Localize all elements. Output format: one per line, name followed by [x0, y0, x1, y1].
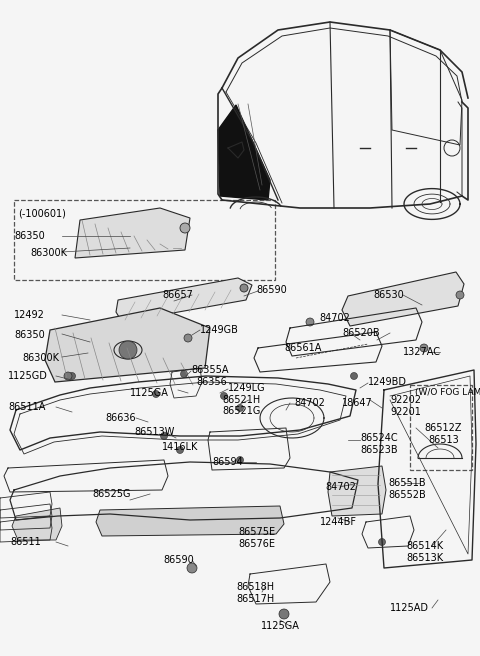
Circle shape: [350, 373, 358, 380]
Circle shape: [279, 609, 289, 619]
Text: (-100601): (-100601): [18, 208, 66, 218]
Text: 86524C: 86524C: [360, 433, 397, 443]
Circle shape: [64, 372, 72, 380]
Text: 86561A: 86561A: [284, 343, 322, 353]
Circle shape: [177, 447, 183, 453]
Text: 86355A: 86355A: [191, 365, 228, 375]
Text: 1416LK: 1416LK: [162, 442, 198, 452]
Text: 86517H: 86517H: [236, 594, 274, 604]
Text: 86511: 86511: [10, 537, 41, 547]
Text: 86511A: 86511A: [8, 402, 46, 412]
Text: 86514K: 86514K: [406, 541, 443, 551]
Text: 1244BF: 1244BF: [320, 517, 357, 527]
Text: 1125GD: 1125GD: [8, 371, 48, 381]
Text: 84702: 84702: [294, 398, 325, 408]
Text: 1249GB: 1249GB: [200, 325, 239, 335]
Text: 92201: 92201: [390, 407, 421, 417]
Text: 86350: 86350: [14, 231, 45, 241]
Text: (W/O FOG LAMP): (W/O FOG LAMP): [415, 388, 480, 396]
Text: 1125AD: 1125AD: [390, 603, 429, 613]
Circle shape: [456, 291, 464, 299]
Text: 86636: 86636: [105, 413, 136, 423]
Polygon shape: [218, 105, 270, 200]
Circle shape: [420, 344, 428, 352]
Circle shape: [237, 405, 243, 411]
Text: 86356: 86356: [196, 377, 227, 387]
Circle shape: [180, 371, 188, 377]
Circle shape: [220, 392, 228, 400]
Text: 86657: 86657: [162, 290, 193, 300]
Text: 86350: 86350: [14, 330, 45, 340]
Bar: [14, 200, 275, 280]
Circle shape: [240, 284, 248, 292]
Circle shape: [306, 318, 314, 326]
Text: 86300K: 86300K: [30, 248, 67, 258]
Text: 86513: 86513: [428, 435, 459, 445]
Text: 86518H: 86518H: [236, 582, 274, 592]
Text: 1125GA: 1125GA: [261, 621, 300, 631]
Text: 86590: 86590: [256, 285, 287, 295]
Text: 86512Z: 86512Z: [424, 423, 461, 433]
Text: 86594: 86594: [212, 457, 243, 467]
Text: 1327AC: 1327AC: [403, 347, 441, 357]
Polygon shape: [45, 308, 210, 382]
Text: 86590: 86590: [163, 555, 194, 565]
Text: 84702: 84702: [319, 313, 350, 323]
Text: 86551B: 86551B: [388, 478, 426, 488]
Circle shape: [379, 539, 385, 546]
Text: 86552B: 86552B: [388, 490, 426, 500]
Text: 86525G: 86525G: [92, 489, 131, 499]
Circle shape: [119, 341, 137, 359]
Text: 1125GA: 1125GA: [130, 388, 169, 398]
Circle shape: [187, 563, 197, 573]
Circle shape: [69, 373, 75, 380]
Polygon shape: [12, 508, 62, 540]
Text: 86576E: 86576E: [238, 539, 275, 549]
Text: 86513W: 86513W: [134, 427, 174, 437]
Text: 18647: 18647: [342, 398, 373, 408]
Polygon shape: [342, 272, 464, 326]
Text: 92202: 92202: [390, 395, 421, 405]
Text: 12492: 12492: [14, 310, 45, 320]
Text: 86513K: 86513K: [406, 553, 443, 563]
Circle shape: [184, 334, 192, 342]
Text: 86300K: 86300K: [22, 353, 59, 363]
Circle shape: [237, 457, 243, 464]
Text: 1249LG: 1249LG: [228, 383, 265, 393]
Circle shape: [180, 223, 190, 233]
Text: 86520B: 86520B: [342, 328, 380, 338]
Text: 86521H: 86521H: [222, 395, 260, 405]
Text: 86575E: 86575E: [238, 527, 275, 537]
Bar: [410, 385, 472, 470]
Text: 84702: 84702: [325, 482, 356, 492]
Text: 86521G: 86521G: [222, 406, 260, 416]
Circle shape: [153, 390, 159, 398]
Polygon shape: [96, 506, 284, 536]
Text: 86523B: 86523B: [360, 445, 397, 455]
Circle shape: [160, 432, 168, 440]
Polygon shape: [116, 278, 252, 322]
Text: 86530: 86530: [373, 290, 404, 300]
Polygon shape: [328, 466, 386, 516]
Text: 1249BD: 1249BD: [368, 377, 407, 387]
Polygon shape: [75, 208, 190, 258]
